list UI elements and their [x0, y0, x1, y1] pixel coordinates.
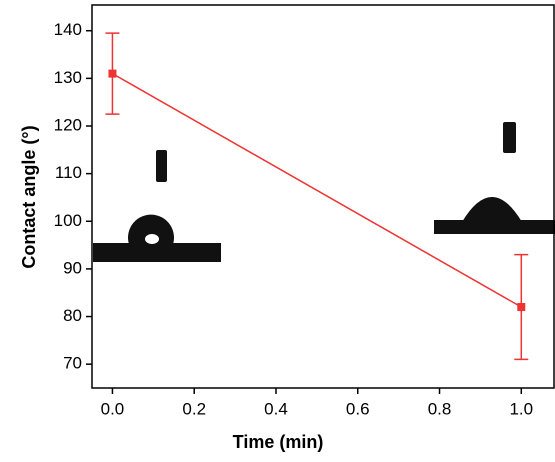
- x-axis-label: Time (min): [233, 432, 324, 452]
- y-tick-label: 100: [54, 211, 82, 230]
- y-tick-label: 120: [54, 115, 82, 134]
- data-point: [517, 303, 526, 312]
- x-tick-label: 0.2: [182, 399, 206, 418]
- x-tick-label: 0.0: [101, 399, 125, 418]
- plot-frame: [91, 4, 555, 389]
- x-tick-label: 0.8: [428, 399, 452, 418]
- y-tick-label: 80: [63, 306, 82, 325]
- inset-left: [93, 150, 221, 262]
- y-axis-label: Contact angle (°): [19, 125, 39, 268]
- y-tick-label: 110: [55, 163, 82, 182]
- y-tick-label: 140: [54, 20, 82, 39]
- y-tick-label: 70: [63, 354, 82, 373]
- x-tick-label: 1.0: [509, 399, 533, 418]
- data-point: [108, 69, 117, 78]
- inset-right: [434, 122, 555, 234]
- x-tick-label: 0.4: [264, 399, 288, 418]
- y-tick-label: 130: [54, 68, 82, 87]
- x-tick-label: 0.6: [346, 399, 370, 418]
- y-tick-label: 90: [63, 258, 82, 277]
- series-line: [112, 72, 522, 308]
